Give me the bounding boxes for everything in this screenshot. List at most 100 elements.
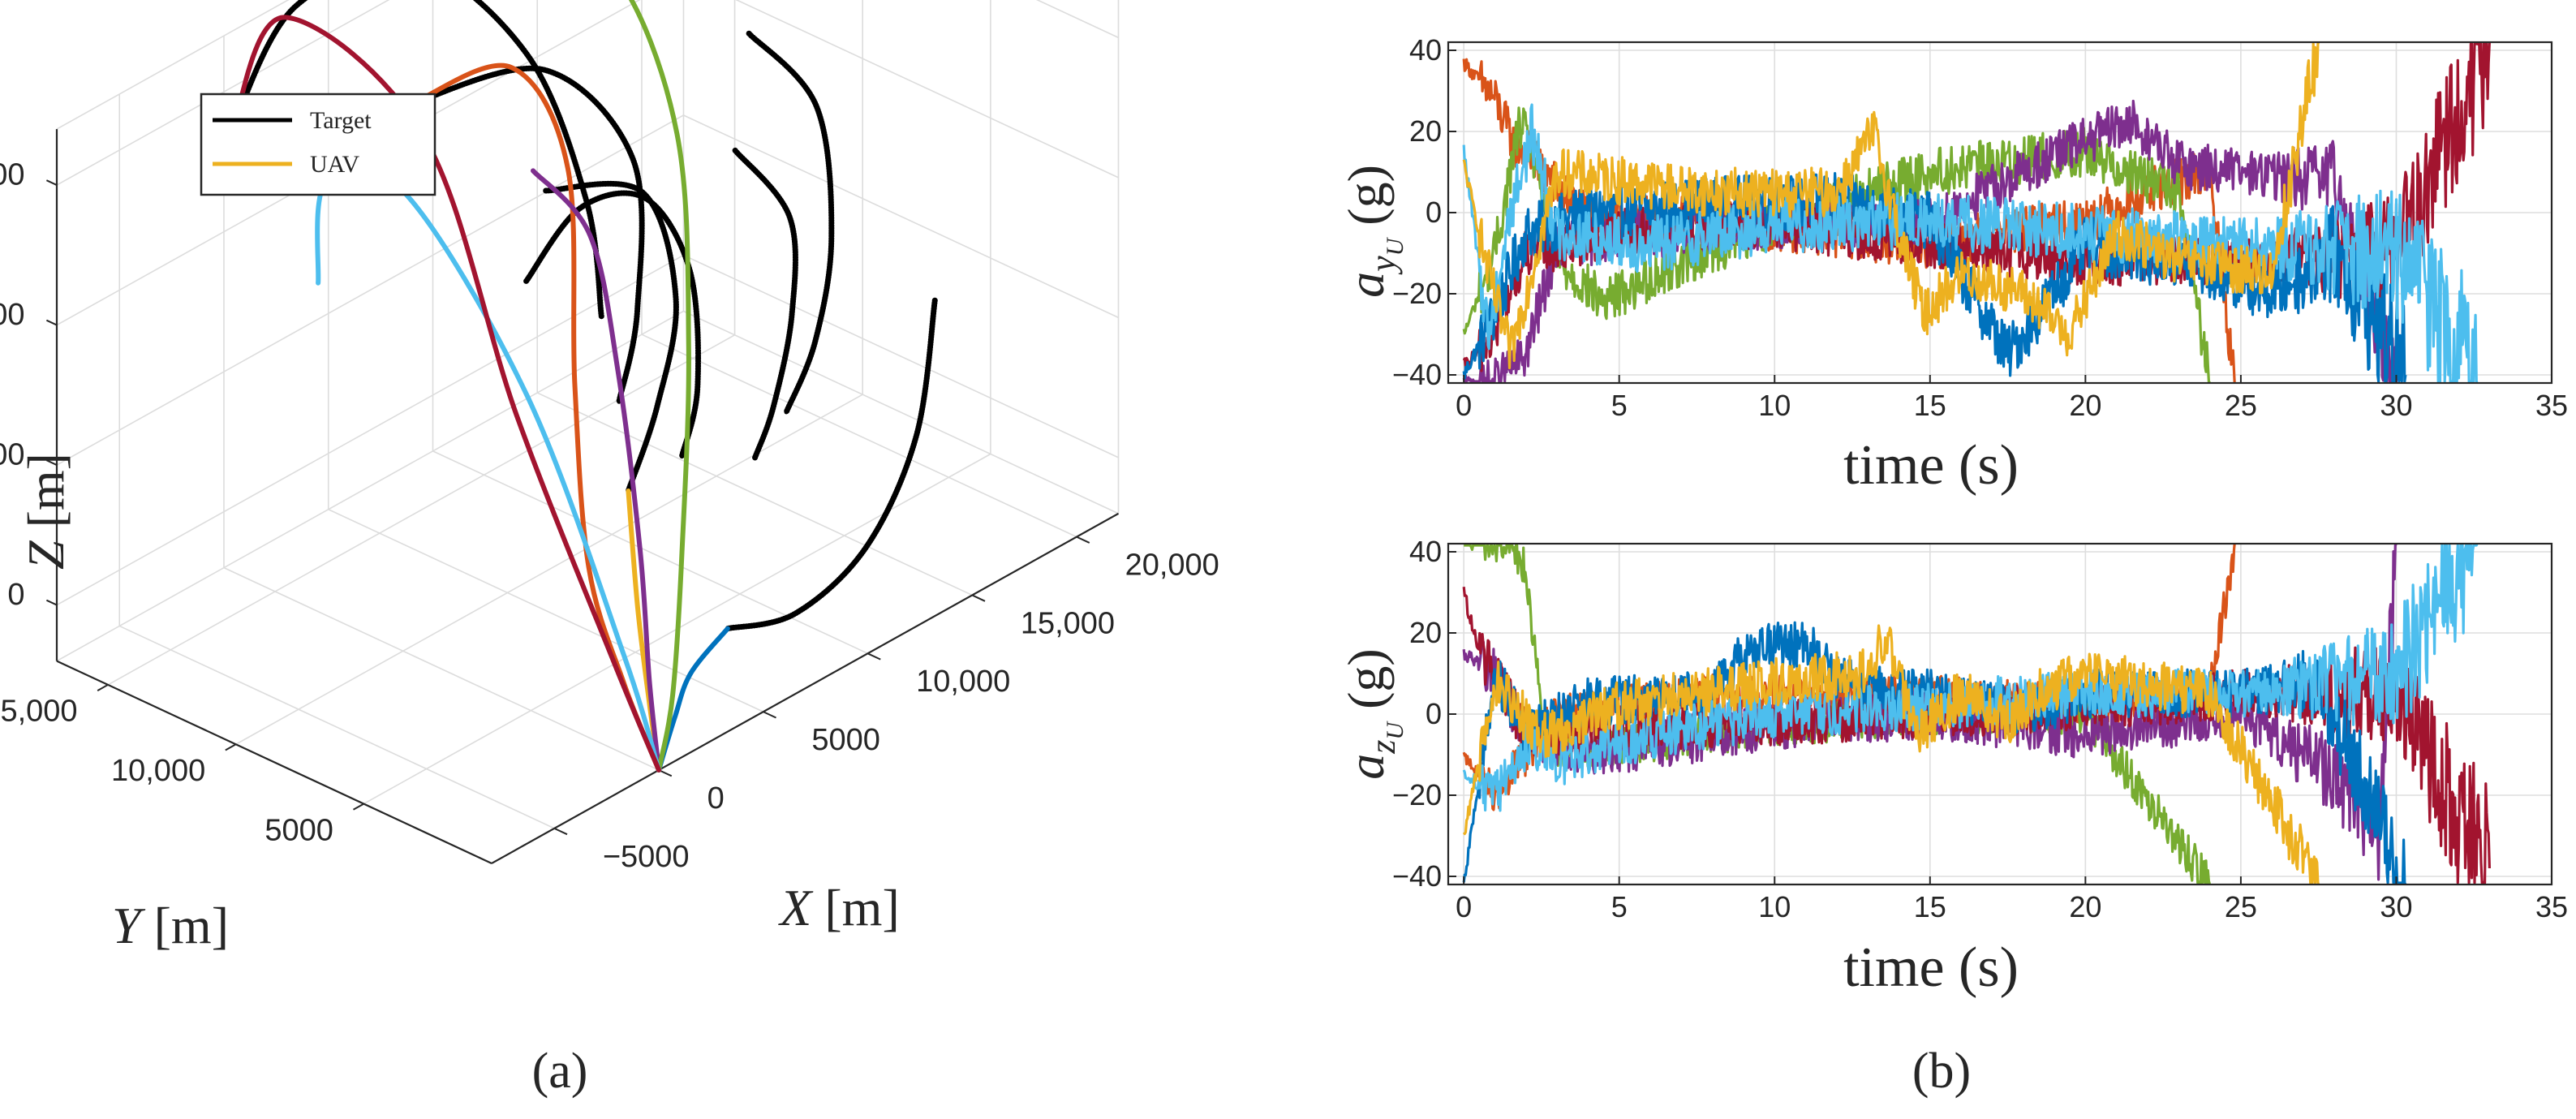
x-tick-label: 25 [2225,890,2257,923]
grid-line-z-side [683,254,1119,458]
x-tick-label: 15,000 [1021,606,1115,640]
x-tick-label: 25 [2225,389,2257,422]
box-edge [683,310,1119,514]
panel-b-acceleration-plots: 0 5 10 15 20 25 30 35 −40 −20 0 20 40 0 5 10 15 20 25 30 35… [1337,33,2568,1099]
uav-trajectory-7 [230,15,661,773]
y-tick-label: 0 [1426,697,1442,730]
y-tick [352,803,364,811]
panel-b-label: (b) [1912,1044,1971,1099]
series-uav-3 [1462,624,2320,884]
x-tick-label: 5 [1611,890,1628,923]
y-tick-label: 20 [1409,114,1442,148]
x-tick [763,711,776,719]
legend-box [200,93,437,196]
z-tick-label: 15,000 [0,157,24,192]
grid-line-x-floor [223,566,660,771]
grid-line-x-floor [118,625,555,829]
ay-subplot: 0 5 10 15 20 25 30 35 −40 −20 0 20 40 [1392,33,2568,422]
az-axis-label: azU (g) [1337,648,1408,779]
x-tick-label: 30 [2380,890,2412,923]
x-tick-label: 20 [2069,389,2101,422]
z-tick [45,459,58,466]
x-tick-label: 35 [2535,890,2568,923]
box-edge [56,310,684,662]
x-tick-label: 20,000 [1125,549,1219,583]
z-tick [45,319,58,326]
ay-time-label: time (s) [1843,434,2019,497]
x-tick [1076,536,1090,544]
y-tick-label: −40 [1392,358,1442,391]
legend: Target UAV [200,93,437,196]
grid-line-z-back [56,0,390,186]
3d-trajectories [230,0,938,773]
y-tick-label: 40 [1409,535,1442,568]
grid-line-z-side [1035,0,1119,39]
grid-line-x-floor [641,334,1077,538]
x-tick-label: 0 [1456,389,1472,422]
3d-tick-labels: −5000 0 5000 10,000 15,000 20,000 5000 10,000 15… [0,157,1219,873]
grid-line-z-back [56,254,684,606]
x-tick-label: 30 [2380,389,2412,422]
panel-a-3d-plot: −5000 0 5000 10,000 15,000 20,000 5000 10,000 15… [0,0,1219,1099]
x-tick-label: 15 [1914,890,1946,923]
z-tick-label: 10,000 [0,298,24,332]
uav-trajectory-6 [315,165,661,773]
az-subplot: 0 5 10 15 20 25 30 35 −40 −20 0 20 40 [1392,535,2568,923]
z-axis-label: Z [m] [17,453,75,570]
x-tick-label: −5000 [603,840,690,874]
grid-line-z-side [683,114,1119,319]
series-group [1462,544,2491,884]
y-axis-label: Y [m] [112,897,229,954]
grid-line-x-floor [432,450,868,655]
uav-trajectory-4 [531,168,661,773]
x-tick-label: 0 [1456,890,1472,923]
y-tick [225,743,237,751]
box-edge [56,0,290,130]
y-tick-label: 5000 [264,813,333,847]
x-tick-label: 0 [707,781,725,816]
x-tick-label: 5 [1611,389,1628,422]
panel-a-label: (a) [532,1044,588,1099]
x-tick-label: 20 [2069,890,2101,923]
series-group [1462,42,2491,383]
uav-trajectory-1 [656,626,730,773]
z-tick-label: 5000 [0,437,24,471]
legend-target-label: Target [310,107,372,134]
x-tick-label: 5000 [811,723,880,757]
target-trajectory-core-5 [746,31,834,415]
series-uav-3 [1462,42,2320,369]
z-tick-label: 0 [7,578,24,612]
legend-uav-label: UAV [310,151,359,178]
x-tick-label: 10 [1758,389,1791,422]
series-uav-6 [1462,103,2479,383]
z-tick [45,599,58,606]
y-tick [97,684,109,691]
grid-line-x-floor [328,509,764,712]
x-axis-line [491,512,1120,864]
y-tick-label: −40 [1392,859,1442,893]
target-trajectory-core-1 [725,298,937,631]
ay-axis-label: ayU (g) [1337,165,1408,298]
grid-line-x-floor [536,392,973,596]
y-tick-label: 15,000 [0,695,78,729]
x-tick [553,827,568,836]
x-axis-label: X [m] [777,879,900,936]
target-trajectory-core-2 [412,66,644,404]
x-tick-label: 10 [1758,890,1791,923]
az-time-label: time (s) [1843,936,2019,999]
x-tick-label: 35 [2535,389,2568,422]
y-tick-label: 40 [1409,33,1442,67]
y-tick-label: −20 [1392,778,1442,811]
target-trajectory-core-3 [544,181,678,493]
z-tick [45,179,58,186]
x-tick-label: 15 [1914,389,1946,422]
y-tick-label: 10,000 [111,754,205,788]
x-tick [867,652,881,661]
grid-line-z-side [735,0,1119,179]
y-tick-label: 0 [1426,196,1442,229]
y-tick-label: −20 [1392,277,1442,310]
x-tick-label: 10,000 [916,665,1010,699]
y-axis-line [56,660,492,864]
target-trajectory-core-4 [733,148,798,460]
